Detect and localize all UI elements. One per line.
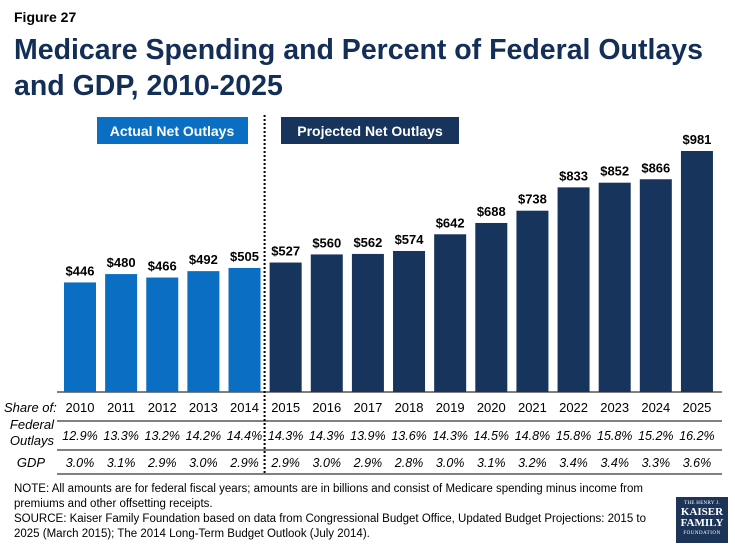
note-text: NOTE: All amounts are for federal fiscal…: [14, 483, 643, 510]
gdp-share-value: 3.0%: [436, 456, 465, 470]
bar-2010: [64, 282, 96, 392]
logo-line1: THE HENRY J.: [684, 501, 720, 506]
outlays-share-value: 13.3%: [103, 429, 138, 443]
year-tick-label: 2015: [271, 400, 300, 415]
row-label-gdp: GDP: [17, 455, 46, 470]
bar-value-label: $560: [312, 235, 341, 250]
gdp-share-value: 2.9%: [270, 456, 300, 470]
logo-line2: KAISER: [680, 506, 724, 518]
share-of-label: Share of:: [4, 400, 57, 415]
bar-2016: [310, 254, 343, 392]
outlays-share-value: 13.9%: [350, 429, 385, 443]
outlays-share-value: 14.4%: [227, 429, 262, 443]
year-tick-label: 2016: [312, 400, 341, 415]
bar-value-label: $642: [436, 215, 465, 230]
outlays-share-value: 14.3%: [268, 429, 303, 443]
bar-value-label: $852: [600, 164, 629, 179]
bar-2020: [475, 222, 508, 392]
legend-projected-label: Projected Net Outlays: [297, 123, 443, 139]
bar-value-label: $738: [518, 192, 547, 207]
gdp-share-value: 3.6%: [683, 456, 712, 470]
bar-2025: [680, 151, 713, 392]
outlays-share-value: 14.3%: [432, 429, 467, 443]
bar-2012: [146, 277, 179, 392]
bar-2022: [557, 187, 590, 392]
bar-value-label: $505: [230, 249, 259, 264]
bar-2018: [393, 250, 426, 392]
year-tick-label: 2011: [107, 400, 135, 415]
outlays-share-value: 14.5%: [474, 429, 509, 443]
bar-value-label: $527: [271, 244, 300, 259]
year-tick-label: 2023: [600, 400, 629, 415]
bar-2013: [187, 271, 220, 392]
bar-2019: [434, 234, 467, 392]
bar-value-label: $466: [148, 259, 177, 274]
outlays-share-value: 15.8%: [556, 429, 591, 443]
logo-line3: FAMILY: [680, 517, 724, 529]
bar-value-label: $446: [66, 263, 95, 278]
bar-value-label: $562: [353, 235, 382, 250]
bar-value-label: $866: [641, 160, 670, 175]
gdp-share-value: 3.0%: [189, 456, 218, 470]
bar-2014: [228, 267, 261, 392]
outlays-share-value: 14.8%: [515, 429, 550, 443]
bar-2021: [516, 210, 549, 392]
gdp-share-value: 2.9%: [147, 456, 177, 470]
bar-2023: [598, 182, 631, 392]
year-tick-label: 2021: [518, 400, 547, 415]
outlays-share-value: 15.2%: [638, 429, 673, 443]
year-tick-label: 2019: [436, 400, 465, 415]
year-tick-label: 2017: [353, 400, 382, 415]
source-text: SOURCE: Kaiser Family Foundation based o…: [14, 513, 647, 540]
gdp-share-value: 2.9%: [353, 456, 383, 470]
year-tick-label: 2022: [559, 400, 588, 415]
outlays-share-value: 16.2%: [679, 429, 714, 443]
year-tick-label: 2010: [66, 400, 95, 415]
year-tick-label: 2014: [230, 400, 259, 415]
outlays-share-value: 12.9%: [62, 429, 97, 443]
outlays-share-value: 13.6%: [391, 429, 426, 443]
gdp-share-value: 3.4%: [600, 456, 629, 470]
gdp-share-value: 2.8%: [394, 456, 424, 470]
gdp-share-value: 3.1%: [107, 456, 136, 470]
gdp-share-value: 3.0%: [313, 456, 342, 470]
bar-value-label: $981: [682, 132, 711, 147]
outlays-share-value: 15.8%: [597, 429, 632, 443]
year-tick-label: 2012: [148, 400, 177, 415]
kff-logo: THE HENRY J. KAISER FAMILY FOUNDATION: [676, 497, 728, 543]
outlays-share-value: 14.3%: [309, 429, 344, 443]
legend-actual-label: Actual Net Outlays: [110, 123, 235, 139]
year-tick-label: 2025: [682, 400, 711, 415]
bar-value-label: $574: [395, 232, 425, 247]
bar-value-label: $833: [559, 168, 588, 183]
bar-chart: Actual Net Outlays Projected Net Outlays $…: [4, 115, 722, 475]
footnote: NOTE: All amounts are for federal fiscal…: [14, 482, 654, 542]
year-tick-label: 2018: [395, 400, 424, 415]
year-tick-label: 2020: [477, 400, 506, 415]
bar-2017: [351, 253, 384, 392]
gdp-share-value: 3.4%: [559, 456, 588, 470]
gdp-share-value: 3.2%: [518, 456, 547, 470]
legend-actual-swatch: [97, 117, 248, 144]
bar-2015: [269, 262, 302, 392]
bar-2011: [105, 274, 138, 392]
legend-projected-swatch: [281, 117, 459, 144]
row-label-outlays-1: Federal: [10, 417, 55, 432]
year-tick-label: 2013: [189, 400, 218, 415]
gdp-share-value: 2.9%: [229, 456, 259, 470]
year-tick-label: 2024: [641, 400, 670, 415]
figure-label: Figure 27: [14, 9, 77, 25]
row-label-outlays-2: Outlays: [10, 433, 55, 448]
bar-value-label: $480: [107, 255, 136, 270]
gdp-share-value: 3.0%: [66, 456, 95, 470]
gdp-share-value: 3.1%: [477, 456, 506, 470]
outlays-share-value: 14.2%: [186, 429, 221, 443]
bar-value-label: $688: [477, 204, 506, 219]
chart-title: Medicare Spending and Percent of Federal…: [14, 34, 703, 102]
gdp-share-value: 3.3%: [642, 456, 671, 470]
bar-2024: [639, 179, 672, 392]
bar-value-label: $492: [189, 252, 218, 267]
outlays-share-value: 13.2%: [145, 429, 180, 443]
logo-line4: FOUNDATION: [683, 531, 721, 536]
